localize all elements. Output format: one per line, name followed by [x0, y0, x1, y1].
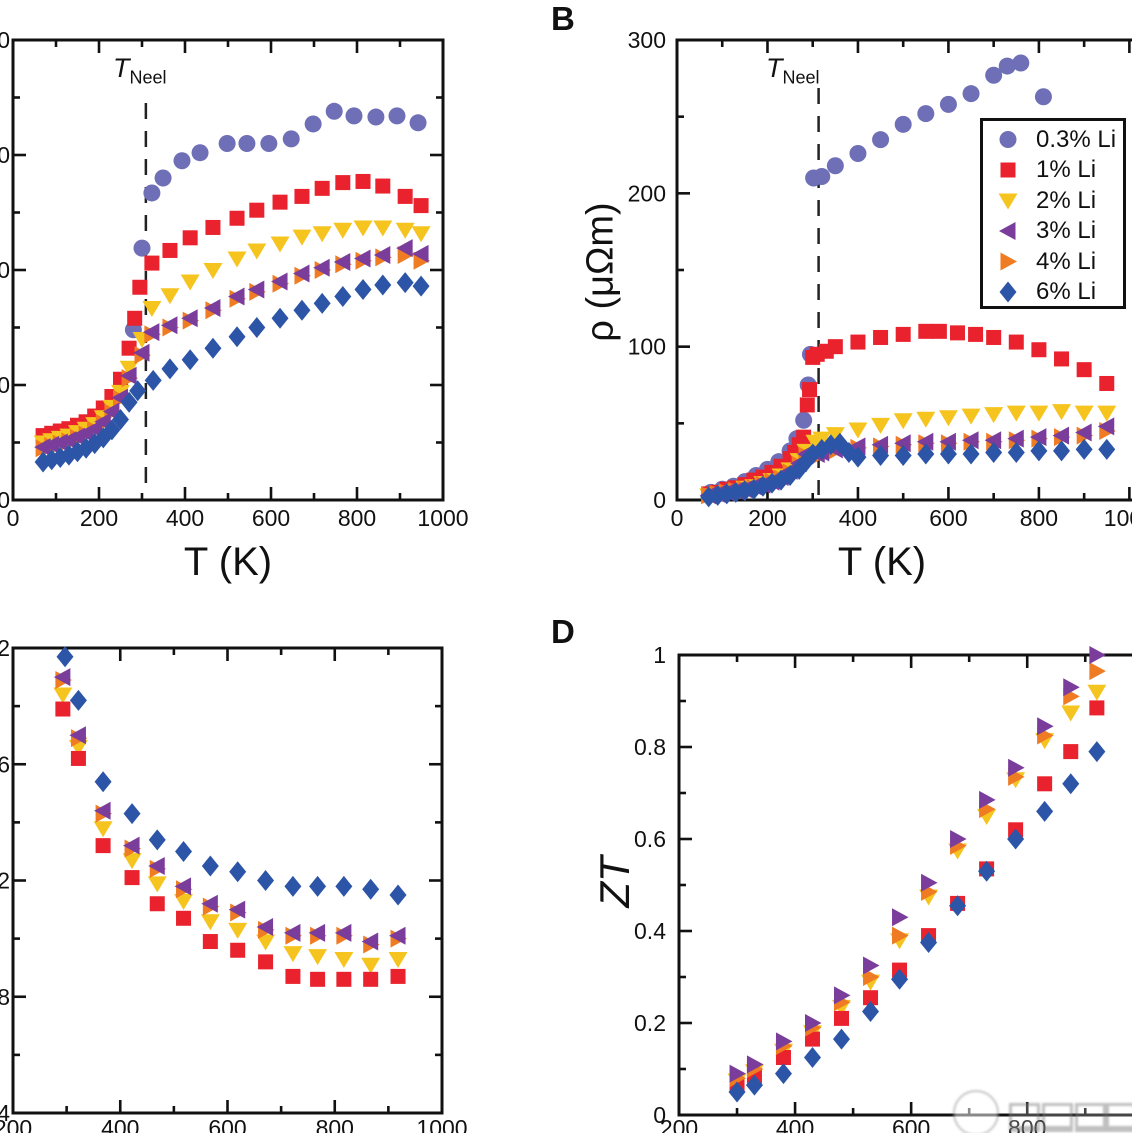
panel-d-y-axis-title: ZT	[591, 856, 638, 908]
svg-text:2: 2	[0, 635, 10, 661]
svg-text:300: 300	[0, 142, 10, 168]
svg-text:0: 0	[653, 487, 666, 513]
panel-b-y-axis-title: ρ (μΩm)	[579, 202, 622, 342]
svg-text:1000: 1000	[417, 505, 468, 531]
tneel-subscript: Neel	[129, 67, 167, 88]
svg-text:1.6: 1.6	[0, 751, 10, 777]
panel-d-letter: D	[551, 613, 575, 650]
svg-text:1000: 1000	[1104, 505, 1132, 531]
svg-text:600: 600	[208, 1115, 246, 1133]
svg-text:800: 800	[1008, 1115, 1046, 1133]
watermark-glyph	[1009, 1103, 1040, 1132]
svg-text:0.8: 0.8	[634, 734, 666, 760]
svg-text:400: 400	[776, 1115, 814, 1133]
panel-a-x-axis-title: T (K)	[183, 540, 273, 584]
svg-text:1000: 1000	[416, 1115, 467, 1133]
svg-text:100: 100	[0, 372, 10, 398]
svg-text:200: 200	[628, 180, 666, 206]
watermark	[945, 1090, 1132, 1133]
svg-text:100: 100	[628, 334, 666, 360]
svg-text:400: 400	[0, 27, 10, 53]
svg-text:400: 400	[839, 505, 877, 531]
watermark-glyph	[1075, 1103, 1106, 1132]
legend-label-2pct: 2% Li	[1036, 187, 1097, 214]
watermark-glyph	[1042, 1103, 1073, 1132]
tneel-symbol: T	[113, 53, 130, 83]
svg-text:0.6: 0.6	[634, 826, 666, 852]
panel-b-letter: B	[551, 0, 575, 37]
svg-text:400: 400	[166, 505, 204, 531]
svg-text:0.4: 0.4	[634, 918, 666, 944]
legend-label-6pct: 6% Li	[1036, 278, 1097, 305]
svg-text:0.8: 0.8	[0, 984, 10, 1010]
watermark-glyph	[1106, 1103, 1132, 1132]
legend-label-3pct: 3% Li	[1036, 217, 1097, 244]
svg-text:1: 1	[653, 642, 666, 668]
svg-text:800: 800	[316, 1115, 354, 1133]
svg-text:200: 200	[0, 1115, 32, 1133]
svg-text:200: 200	[748, 505, 786, 531]
svg-text:0: 0	[653, 1102, 666, 1128]
tneel-subscript: Neel	[782, 67, 820, 88]
svg-text:300: 300	[628, 27, 666, 53]
svg-text:0: 0	[0, 487, 10, 513]
svg-text:200: 200	[660, 1115, 698, 1133]
svg-text:800: 800	[338, 505, 376, 531]
svg-text:0: 0	[7, 505, 20, 531]
svg-text:1.2: 1.2	[0, 868, 10, 894]
svg-text:600: 600	[892, 1115, 930, 1133]
svg-text:800: 800	[1020, 505, 1058, 531]
svg-text:0: 0	[671, 505, 684, 531]
panel-a-tneel-annotation: TNeel	[113, 53, 167, 88]
svg-text:0.4: 0.4	[0, 1100, 10, 1126]
svg-text:200: 200	[80, 505, 118, 531]
watermark-logo-icon	[953, 1090, 999, 1133]
panel-b-x-axis-title: T (K)	[837, 540, 927, 584]
svg-text:400: 400	[101, 1115, 139, 1133]
svg-text:600: 600	[929, 505, 967, 531]
panel-b-tneel-annotation: TNeel	[766, 53, 820, 88]
svg-text:600: 600	[252, 505, 290, 531]
legend-box	[980, 118, 1126, 309]
legend-label-0.3pct: 0.3% Li	[1036, 126, 1117, 153]
legend-label-4pct: 4% Li	[1036, 248, 1097, 275]
svg-text:0.2: 0.2	[634, 1010, 666, 1036]
svg-text:200: 200	[0, 257, 10, 283]
tneel-symbol: T	[766, 53, 783, 83]
legend-label-1pct: 1% Li	[1036, 156, 1097, 183]
